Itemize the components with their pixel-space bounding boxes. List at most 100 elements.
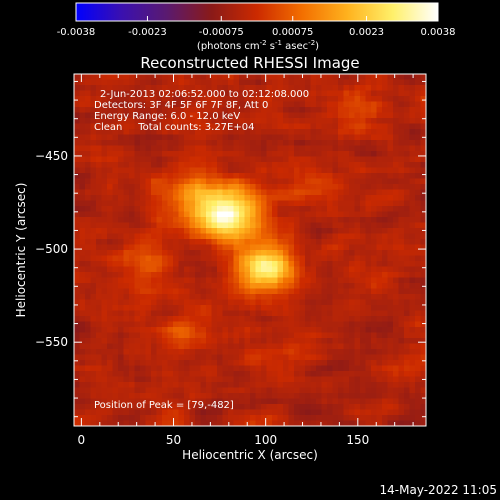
heatmap-cell (250, 371, 256, 377)
heatmap-cell (79, 288, 86, 295)
heatmap-cell (409, 305, 416, 311)
heatmap-cell (354, 129, 361, 135)
heatmap-cell (266, 173, 273, 179)
heatmap-cell (277, 398, 284, 405)
heatmap-cell (189, 360, 196, 366)
heatmap-cell (101, 239, 108, 245)
heatmap-cell (283, 90, 289, 97)
heatmap-cell (288, 283, 295, 289)
heatmap-cell (244, 415, 251, 421)
heatmap-cell (79, 96, 86, 102)
heatmap-cell (404, 233, 410, 240)
heatmap-cell (338, 420, 344, 427)
heatmap-cell (272, 382, 278, 388)
heatmap-cell (294, 261, 300, 267)
heatmap-cell (294, 74, 300, 80)
heatmap-cell (261, 288, 267, 295)
heatmap-cell (283, 228, 289, 234)
heatmap-cell (404, 211, 410, 218)
heatmap-cell (112, 90, 119, 97)
heatmap-cell (415, 217, 421, 223)
heatmap-cell (79, 217, 86, 223)
heatmap-cell (288, 118, 295, 124)
heatmap-cell (409, 316, 416, 322)
heatmap-cell (354, 222, 361, 229)
heatmap-cell (266, 118, 273, 124)
heatmap-cell (233, 173, 240, 179)
heatmap-cell (184, 387, 190, 394)
heatmap-cell (255, 96, 262, 102)
heatmap-cell (189, 420, 196, 427)
heatmap-cell (316, 338, 322, 344)
heatmap-cell (371, 129, 377, 135)
heatmap-cell (327, 90, 333, 97)
heatmap-cell (294, 107, 300, 113)
heatmap-cell (140, 393, 146, 399)
heatmap-cell (349, 74, 355, 80)
heatmap-cell (415, 244, 421, 251)
heatmap-cell (156, 393, 163, 399)
heatmap-cell (129, 354, 135, 361)
heatmap-cell (211, 316, 218, 322)
heatmap-cell (200, 228, 207, 234)
heatmap-cell (206, 145, 212, 152)
heatmap-cell (129, 123, 135, 130)
heatmap-cell (233, 393, 240, 399)
heatmap-cell (184, 167, 190, 174)
heatmap-cell (299, 156, 306, 163)
heatmap-cell (310, 123, 317, 130)
heatmap-cell (321, 79, 328, 86)
heatmap-cell (376, 184, 383, 190)
heatmap-cell (387, 123, 394, 130)
heatmap-cell (261, 305, 267, 311)
heatmap-cell (283, 107, 289, 113)
heatmap-cell (112, 371, 119, 377)
heatmap-cell (382, 156, 388, 163)
heatmap-cell (266, 107, 273, 113)
heatmap-cell (206, 371, 212, 377)
heatmap-cell (156, 343, 163, 350)
heatmap-cell (409, 107, 416, 113)
heatmap-cell (162, 206, 168, 212)
heatmap-cell (233, 365, 240, 372)
heatmap-cell (107, 327, 113, 333)
heatmap-cell (195, 167, 201, 174)
heatmap-cell (349, 343, 355, 350)
heatmap-cell (415, 338, 421, 344)
heatmap-cell (162, 332, 168, 339)
heatmap-cell (420, 74, 427, 80)
heatmap-cell (211, 167, 218, 174)
heatmap-cell (354, 195, 361, 201)
heatmap-cell (85, 398, 91, 405)
heatmap-cell (321, 195, 328, 201)
heatmap-cell (200, 206, 207, 212)
heatmap-cell (189, 85, 196, 91)
heatmap-cell (310, 393, 317, 399)
heatmap-cell (255, 376, 262, 383)
heatmap-cell (211, 96, 218, 102)
heatmap-cell (321, 140, 328, 146)
heatmap-cell (272, 321, 278, 328)
y-tick-label: −550 (35, 335, 68, 349)
heatmap-cell (129, 107, 135, 113)
heatmap-cell (321, 129, 328, 135)
heatmap-cell (156, 415, 163, 421)
heatmap-cell (327, 233, 333, 240)
heatmap-cell (195, 222, 201, 229)
heatmap-cell (189, 404, 196, 410)
heatmap-cell (272, 365, 278, 372)
heatmap-cell (365, 332, 372, 339)
heatmap-cell (310, 228, 317, 234)
heatmap-cell (239, 283, 245, 289)
heatmap-cell (151, 123, 157, 130)
heatmap-cell (415, 349, 421, 355)
heatmap-cell (376, 222, 383, 229)
heatmap-cell (288, 90, 295, 97)
heatmap-cell (266, 360, 273, 366)
heatmap-cell (134, 360, 141, 366)
heatmap-cell (206, 327, 212, 333)
annotation-time-range: 2-Jun-2013 02:06:52.000 to 02:12:08.000 (100, 89, 309, 100)
heatmap-cell (118, 371, 124, 377)
heatmap-cell (101, 255, 108, 262)
heatmap-cell (277, 321, 284, 328)
